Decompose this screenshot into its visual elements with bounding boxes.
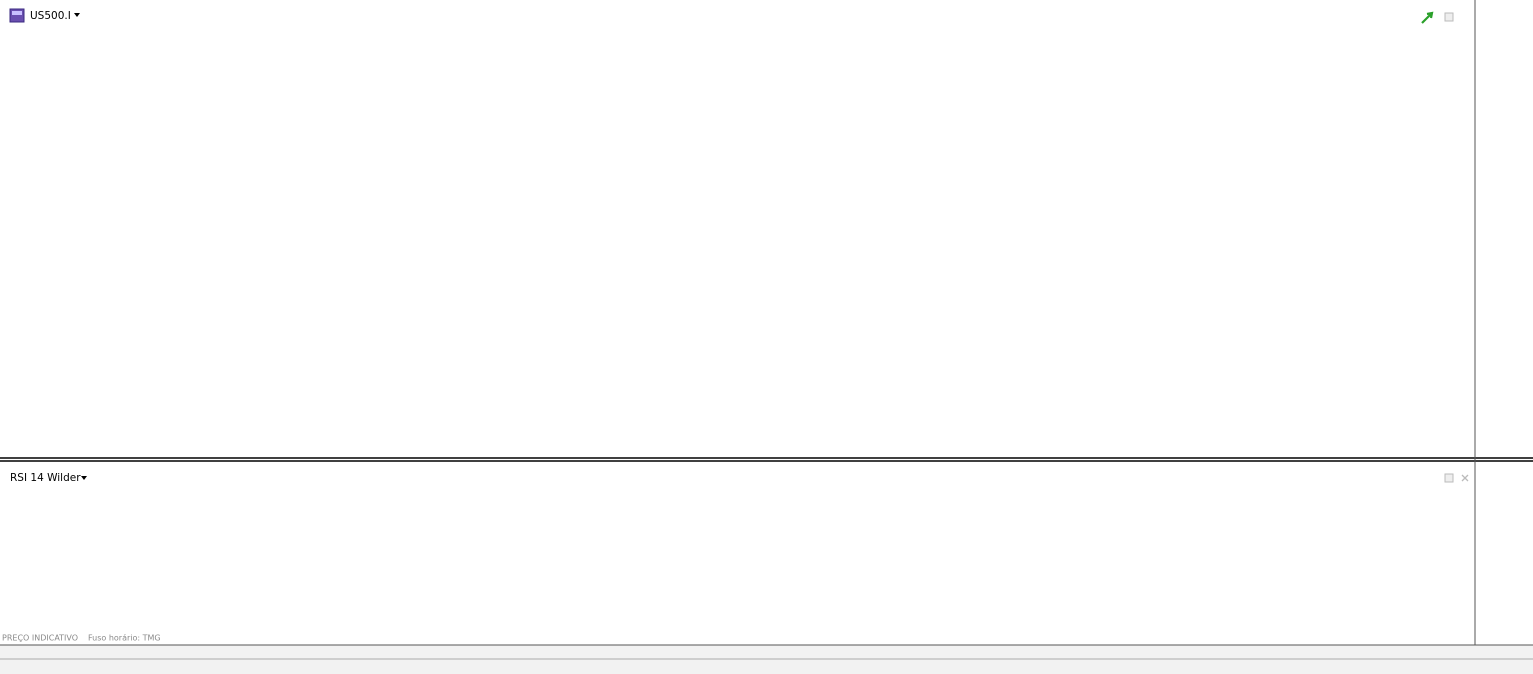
symbol-icon <box>9 8 25 23</box>
timezone-note: Fuso horário: TMG <box>88 634 161 643</box>
symbol-title[interactable]: US500.I <box>30 10 71 22</box>
trend-icon[interactable] <box>1421 11 1434 24</box>
maximize-icon[interactable] <box>1444 473 1454 483</box>
footnote: PREÇO INDICATIVO <box>2 634 78 643</box>
symbol-icon <box>12 11 22 15</box>
close-icon[interactable] <box>1461 474 1469 482</box>
maximize-icon[interactable] <box>1444 12 1454 22</box>
indicator-title[interactable]: RSI 14 Wilder <box>10 472 81 484</box>
dropdown-arrow[interactable] <box>81 476 87 480</box>
dropdown-arrow[interactable] <box>74 13 80 17</box>
